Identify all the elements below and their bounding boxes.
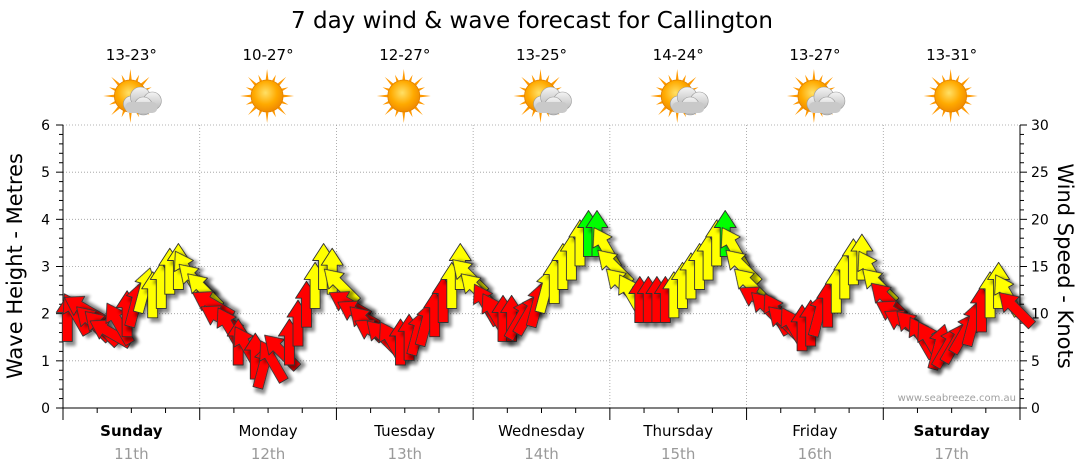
sun-ray <box>402 69 406 83</box>
sun-disc <box>387 79 421 113</box>
wind-arrow <box>725 249 763 287</box>
sun-ray <box>538 69 543 83</box>
date-label: 13th <box>388 445 422 463</box>
y-axis-right-title: Wind Speed - Knots <box>1053 163 1077 368</box>
sun-disc <box>934 79 968 113</box>
y-right-tick-label: 20 <box>1031 212 1049 228</box>
y-left-tick-label: 3 <box>41 260 50 276</box>
day-label: Friday <box>792 422 838 440</box>
chart-title: 7 day wind & wave forecast for Callingto… <box>291 8 773 34</box>
sun-ray <box>812 69 816 83</box>
y-left-tick-label: 6 <box>41 118 50 134</box>
temperature-label: 10-27° <box>243 46 294 64</box>
y-right-tick-label: 25 <box>1031 165 1049 181</box>
y-left-tick-label: 2 <box>41 307 50 323</box>
sun-ray <box>265 109 269 123</box>
temperature-label: 13-23° <box>106 46 157 64</box>
partly-cloudy-icon <box>650 69 709 123</box>
partly-cloudy-icon <box>513 69 572 123</box>
cloud-shape <box>806 86 846 116</box>
wind-arrow-shape <box>725 249 763 287</box>
sun-ray <box>650 94 664 98</box>
wind-arrows <box>55 210 1036 390</box>
sunny-icon <box>240 69 295 123</box>
sun-ray <box>513 94 527 98</box>
sun-disc <box>250 79 284 113</box>
sun-ray <box>417 94 431 98</box>
sun-ray <box>128 109 133 123</box>
y-axis-right: 0 5 10 15 20 25 30 <box>1020 118 1049 417</box>
cloud-base <box>672 102 705 113</box>
day-label: Tuesday <box>373 422 435 440</box>
day-label: Monday <box>238 422 297 440</box>
sunny-icon <box>923 69 978 123</box>
temperature-label: 14-24° <box>653 46 704 64</box>
day-label: Sunday <box>100 422 163 440</box>
sun-ray <box>923 94 937 98</box>
cloud-shape <box>669 86 709 116</box>
credit-text: www.seabreeze.com.au <box>898 393 1016 404</box>
y-right-tick-label: 10 <box>1031 307 1049 323</box>
y-axis-left: 0 1 2 3 4 5 6 <box>41 118 63 417</box>
sunny-icon <box>376 69 431 123</box>
date-label: 16th <box>798 445 832 463</box>
sun-ray <box>103 94 117 98</box>
partly-cloudy-icon <box>786 69 846 123</box>
sun-ray <box>675 69 679 83</box>
day-label: Wednesday <box>498 422 585 440</box>
date-label: 11th <box>114 445 148 463</box>
sun-ray <box>265 69 269 83</box>
y-right-tick-label: 0 <box>1031 401 1040 417</box>
sun-ray <box>376 94 390 98</box>
y-right-tick-label: 5 <box>1031 354 1040 370</box>
cloud-base <box>808 102 841 113</box>
date-label: 14th <box>524 445 558 463</box>
date-label: 12th <box>251 445 285 463</box>
plot-frame <box>62 124 1021 409</box>
sun-ray <box>675 109 679 123</box>
y-left-tick-label: 5 <box>41 165 50 181</box>
sun-ray <box>538 109 543 123</box>
temperature-label: 12-27° <box>379 46 430 64</box>
day-label: Saturday <box>913 422 990 440</box>
temperature-label: 13-27° <box>789 46 840 64</box>
sun-ray <box>812 109 816 123</box>
cloud-shape <box>533 86 572 116</box>
weather-row: 13-23° 10-27° 12-27° 13-25° 14-24° 13-27° 13-3… <box>103 46 978 123</box>
partly-cloudy-icon <box>103 69 162 123</box>
sun-ray <box>786 94 801 98</box>
y-right-tick-label: 30 <box>1031 118 1049 134</box>
y-left-tick-label: 1 <box>41 354 50 370</box>
sun-ray <box>128 69 133 83</box>
sun-ray <box>240 94 254 98</box>
temperature-label: 13-31° <box>926 46 977 64</box>
date-label: 15th <box>661 445 695 463</box>
sun-ray <box>402 109 406 123</box>
sun-ray <box>280 94 295 98</box>
cloud-base <box>125 102 158 113</box>
wind-arrow-shape <box>998 292 1036 330</box>
temperature-label: 13-25° <box>516 46 567 64</box>
sun-ray <box>948 69 953 83</box>
cloud-shape <box>123 86 162 116</box>
sun-ray <box>964 94 978 98</box>
y-left-tick-label: 4 <box>41 212 50 228</box>
y-left-tick-label: 0 <box>41 401 50 417</box>
sun-ray <box>948 109 953 123</box>
cloud-base <box>535 102 568 113</box>
day-label: Thursday <box>642 422 713 440</box>
x-axis: Sunday 11th Monday 12th Tuesday 13th Wednesday… <box>62 408 1021 463</box>
y-right-tick-label: 15 <box>1031 260 1049 276</box>
y-axis-left-title: Wave Height - Metres <box>3 153 27 379</box>
wind-arrow <box>998 292 1036 330</box>
date-label: 17th <box>934 445 968 463</box>
